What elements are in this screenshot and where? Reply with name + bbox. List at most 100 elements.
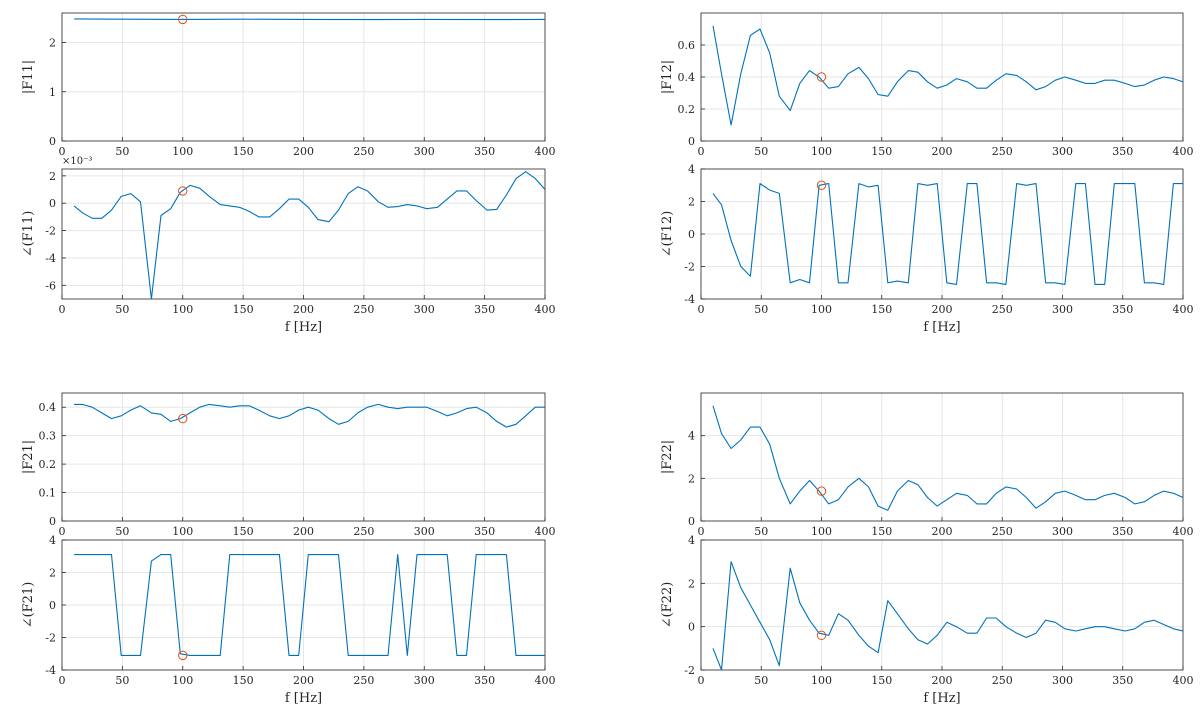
- x-axis-label: f [Hz]: [285, 691, 322, 706]
- x-tick-label: 50: [115, 525, 129, 538]
- y-tick-label: -2: [684, 261, 695, 274]
- x-tick-label: 350: [474, 145, 495, 158]
- x-tick-label: 400: [535, 145, 556, 158]
- x-tick-label: 150: [233, 674, 254, 687]
- y-tick-label: 2: [49, 567, 56, 580]
- subplot-5: 0 50 100 150 200 250 300 350 400 0 0.1 0.2 0.3 0.4 |F2…: [21, 392, 556, 538]
- y-tick-label: 0.4: [39, 401, 57, 414]
- x-tick-label: 250: [992, 674, 1013, 687]
- y-tick-label: -4: [45, 664, 56, 677]
- x-tick-label: 350: [1112, 303, 1133, 316]
- series-line: [73, 171, 545, 299]
- y-tick-label: 4: [688, 534, 695, 547]
- y-tick-label: -2: [684, 664, 695, 677]
- x-tick-label: 400: [1173, 674, 1194, 687]
- y-tick-label: 2: [49, 170, 56, 183]
- series-line: [712, 405, 1183, 511]
- y-axis-label: |F21|: [21, 440, 36, 474]
- y-tick-label: -2: [45, 632, 56, 645]
- highlight-marker: [816, 630, 827, 641]
- x-tick-label: 0: [698, 674, 705, 687]
- x-tick-label: 200: [932, 145, 953, 158]
- x-tick-label: 300: [1052, 674, 1073, 687]
- x-tick-label: 400: [535, 303, 556, 316]
- x-tick-label: 100: [811, 303, 832, 316]
- y-tick-label: 2: [49, 37, 56, 50]
- series-line: [74, 403, 545, 428]
- x-tick-label: 0: [59, 525, 66, 538]
- x-tick-label: 50: [754, 525, 768, 538]
- subplot-2: 0 50 100 150 200 250 300 350 400 -6 -4 -2 0 2 ×10⁻³ ∠(F…: [21, 156, 556, 335]
- y-tick-label: 0: [688, 135, 695, 148]
- y-tick-label: 0: [49, 135, 56, 148]
- axes-frame: [700, 392, 1184, 522]
- x-tick-label: 200: [293, 674, 314, 687]
- highlight-marker: [178, 14, 188, 25]
- x-axis-label: f [Hz]: [923, 320, 960, 335]
- x-tick-label: 150: [871, 674, 892, 687]
- x-tick-label: 50: [754, 674, 768, 687]
- x-tick-label: 200: [293, 145, 314, 158]
- axes-frame: [700, 539, 1184, 671]
- y-tick-label: 0.3: [39, 430, 57, 443]
- y-tick-label: 0: [49, 515, 56, 528]
- x-tick-label: 100: [172, 525, 193, 538]
- y-axis-label: ∠(F12): [660, 211, 675, 258]
- x-tick-label: 50: [115, 674, 129, 687]
- x-tick-label: 0: [698, 145, 705, 158]
- y-tick-label: 0.1: [39, 487, 57, 500]
- x-tick-label: 100: [172, 303, 193, 316]
- y-tick-label: 0: [688, 228, 695, 241]
- y-axis-label: ∠(F21): [21, 582, 36, 629]
- highlight-marker: [816, 180, 827, 190]
- axes-frame: [61, 12, 546, 142]
- highlight-marker: [816, 72, 827, 82]
- x-tick-label: 350: [474, 303, 495, 316]
- x-tick-label: 100: [811, 674, 832, 687]
- x-tick-label: 100: [172, 674, 193, 687]
- x-tick-label: 400: [1173, 525, 1194, 538]
- y-tick-label: 2: [688, 577, 695, 590]
- x-tick-label: 350: [474, 674, 495, 687]
- x-tick-label: 350: [1112, 525, 1133, 538]
- x-tick-label: 400: [1173, 303, 1194, 316]
- x-tick-label: 250: [353, 674, 374, 687]
- x-tick-label: 50: [754, 145, 768, 158]
- x-tick-label: 350: [474, 525, 495, 538]
- series-line: [712, 25, 1183, 126]
- series-line: [712, 183, 1183, 285]
- axes-frame: [61, 539, 546, 671]
- axes-frame: [700, 12, 1184, 142]
- x-tick-label: 250: [992, 145, 1013, 158]
- y-tick-label: 0: [49, 599, 56, 612]
- axes-frame: [61, 392, 546, 522]
- x-tick-label: 300: [414, 674, 435, 687]
- x-tick-label: 150: [233, 525, 254, 538]
- y-tick-label: 2: [688, 472, 695, 485]
- y-tick-label: 0: [49, 197, 56, 210]
- x-axis-label: f [Hz]: [923, 691, 960, 706]
- x-tick-label: 150: [871, 303, 892, 316]
- x-tick-label: 300: [1052, 145, 1073, 158]
- highlight-marker: [178, 650, 188, 661]
- axes-frame: [700, 168, 1184, 300]
- y-tick-label: -2: [45, 225, 56, 238]
- y-axis-label: |F11|: [21, 60, 36, 94]
- series-line: [74, 554, 545, 656]
- x-tick-label: 150: [871, 145, 892, 158]
- x-tick-label: 100: [811, 525, 832, 538]
- subplot-6: 0 50 100 150 200 250 300 350 400 -4 -2 0 2 4 ∠(F21) f […: [21, 534, 556, 706]
- y-tick-label: 4: [688, 163, 695, 176]
- y-tick-label: 0: [688, 621, 695, 634]
- series-line: [712, 561, 1183, 670]
- y-tick-label: 1: [49, 86, 56, 99]
- x-tick-label: 100: [172, 145, 193, 158]
- x-tick-label: 200: [293, 525, 314, 538]
- x-tick-label: 100: [811, 145, 832, 158]
- x-tick-label: 250: [992, 525, 1013, 538]
- y-tick-label: 4: [49, 534, 56, 547]
- x-tick-label: 400: [535, 525, 556, 538]
- x-tick-label: 400: [1173, 145, 1194, 158]
